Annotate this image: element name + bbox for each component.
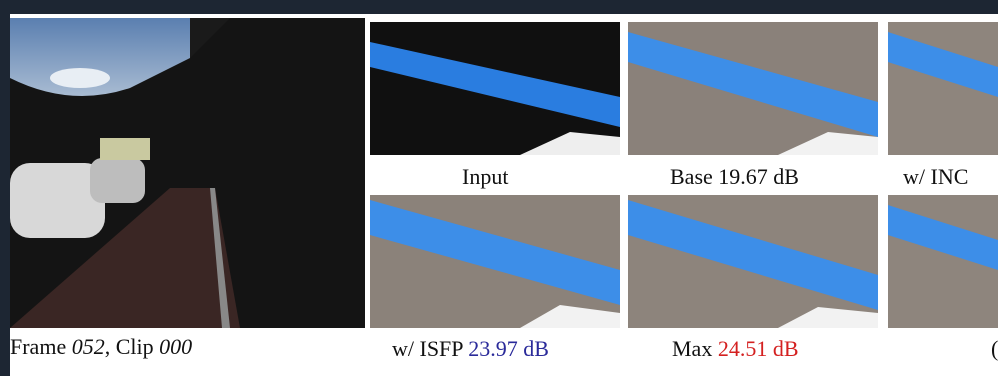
crop-image [628,195,878,328]
panel-caption: Base 19.67 dB [670,164,799,190]
panel-caption: w/ INC [903,164,968,190]
panel-caption: ( [991,336,998,362]
score: 24.51 dB [718,336,799,361]
label: Base 19.67 dB [670,164,799,189]
main-caption: Frame 052, Clip 000 [10,334,192,360]
score: 23.97 dB [468,336,549,361]
clip-number: 000 [159,334,192,359]
label: ( [991,336,998,361]
crop-image [370,195,620,328]
screen: Frame 052, Clip 000 Input Base 19.67 dB … [0,0,998,376]
label: Input [462,164,508,189]
crop-image [888,22,998,155]
crop-image [888,195,998,328]
main-frame-image [10,18,365,328]
crop-image [628,22,878,155]
frame-number: 052 [72,334,105,359]
panel-caption: Input [462,164,508,190]
crop-image [370,22,620,155]
panel-caption: w/ ISFP 23.97 dB [392,336,549,362]
figure: Frame 052, Clip 000 Input Base 19.67 dB … [10,14,998,376]
label: Max [672,336,712,361]
caption-text: Frame [10,334,66,359]
label: w/ ISFP [392,336,463,361]
label: w/ INC [903,164,968,189]
panel-caption: Max 24.51 dB [672,336,799,362]
caption-text: , Clip [105,334,154,359]
